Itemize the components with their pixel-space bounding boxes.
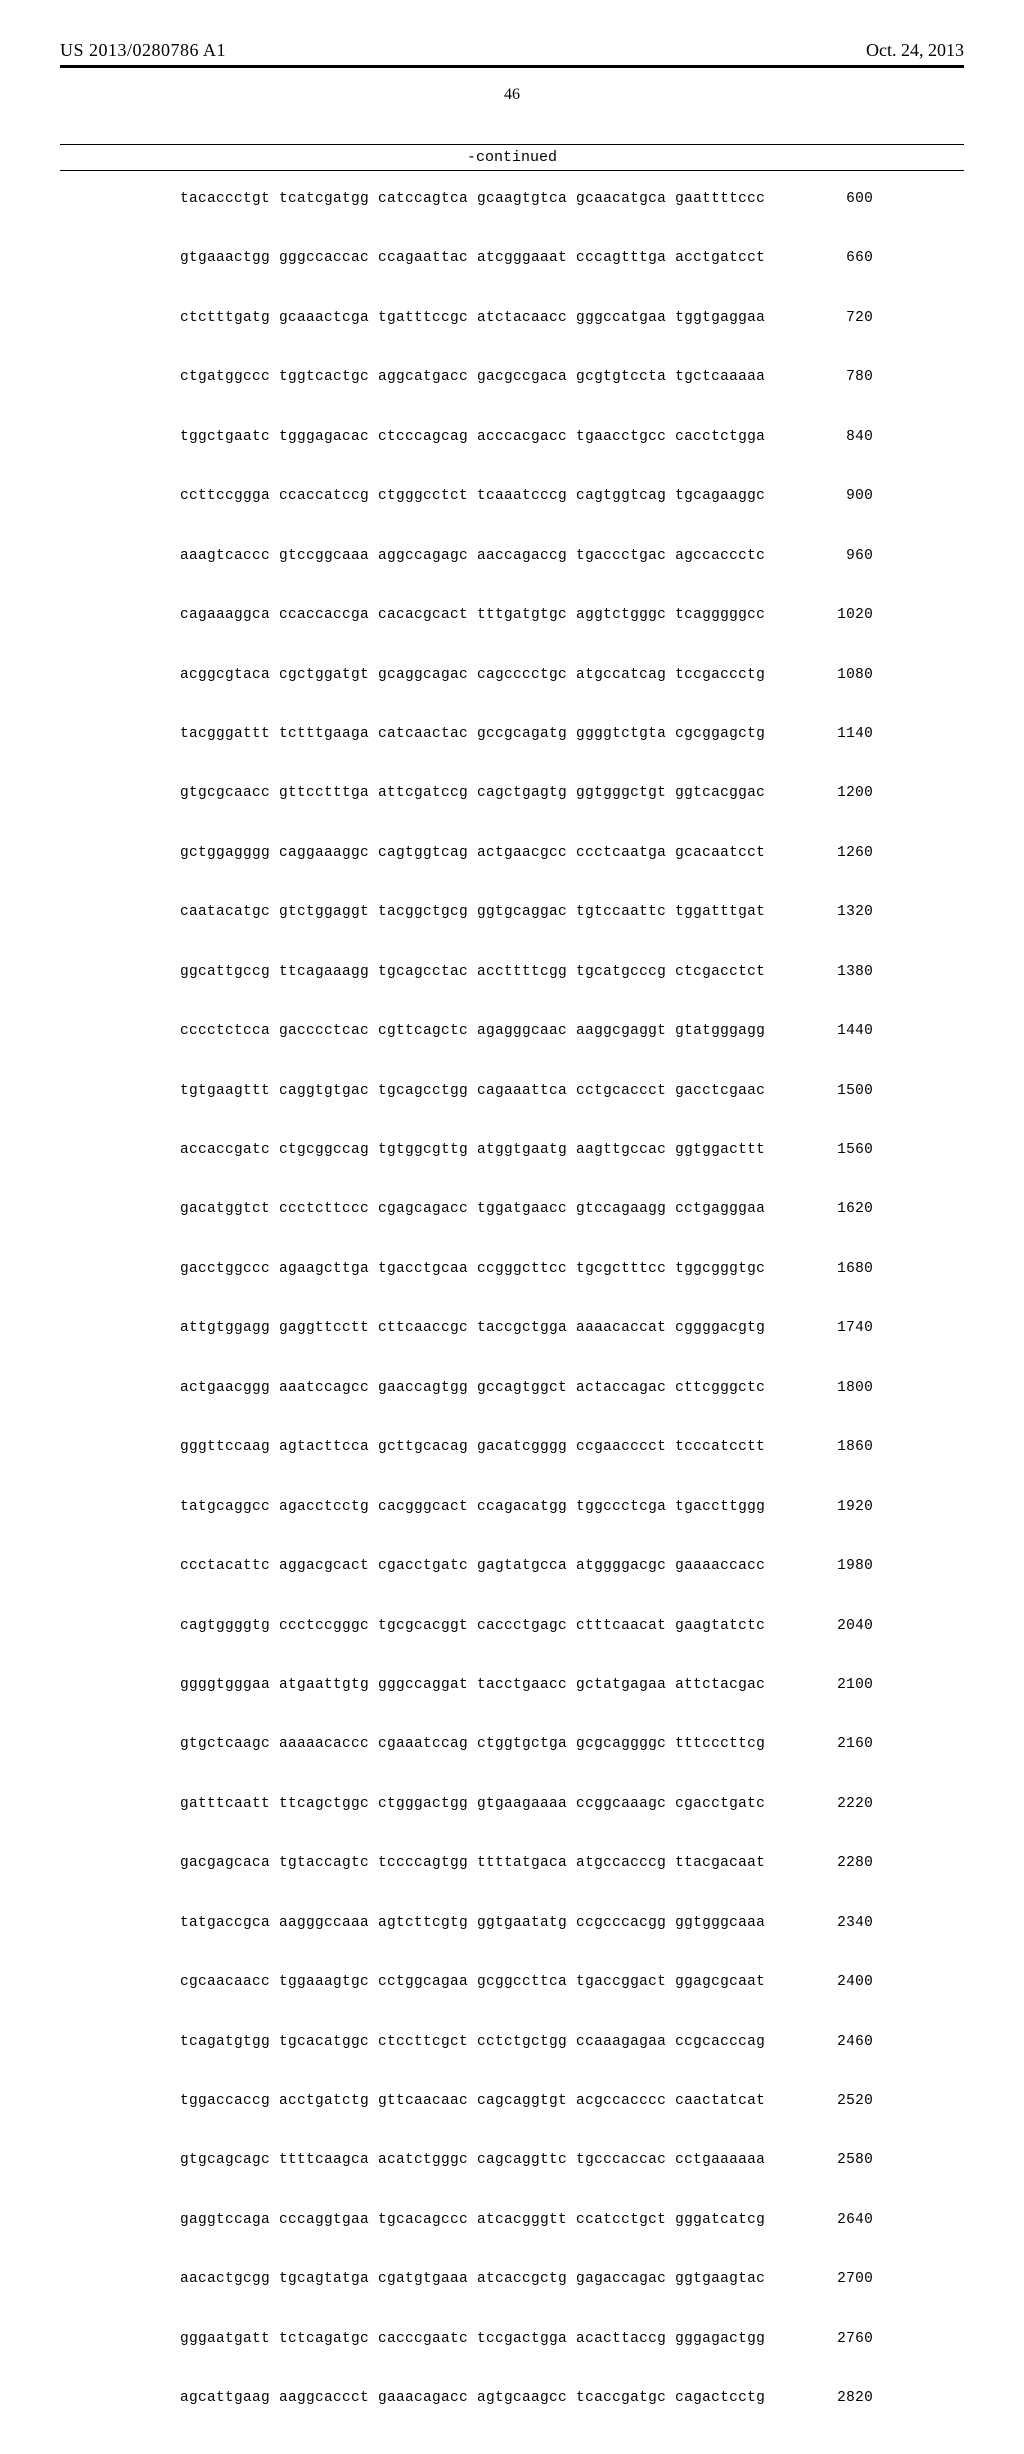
page-number: 46 <box>60 86 964 104</box>
top-thin-rule <box>60 144 964 145</box>
header-rule <box>60 65 964 68</box>
sequence-listing: tacaccctgt tcatcgatgg catccagtca gcaagtg… <box>180 185 964 2414</box>
bottom-thin-rule <box>60 170 964 171</box>
publication-number: US 2013/0280786 A1 <box>60 40 226 61</box>
publication-date: Oct. 24, 2013 <box>866 40 964 61</box>
continued-label: -continued <box>60 149 964 166</box>
